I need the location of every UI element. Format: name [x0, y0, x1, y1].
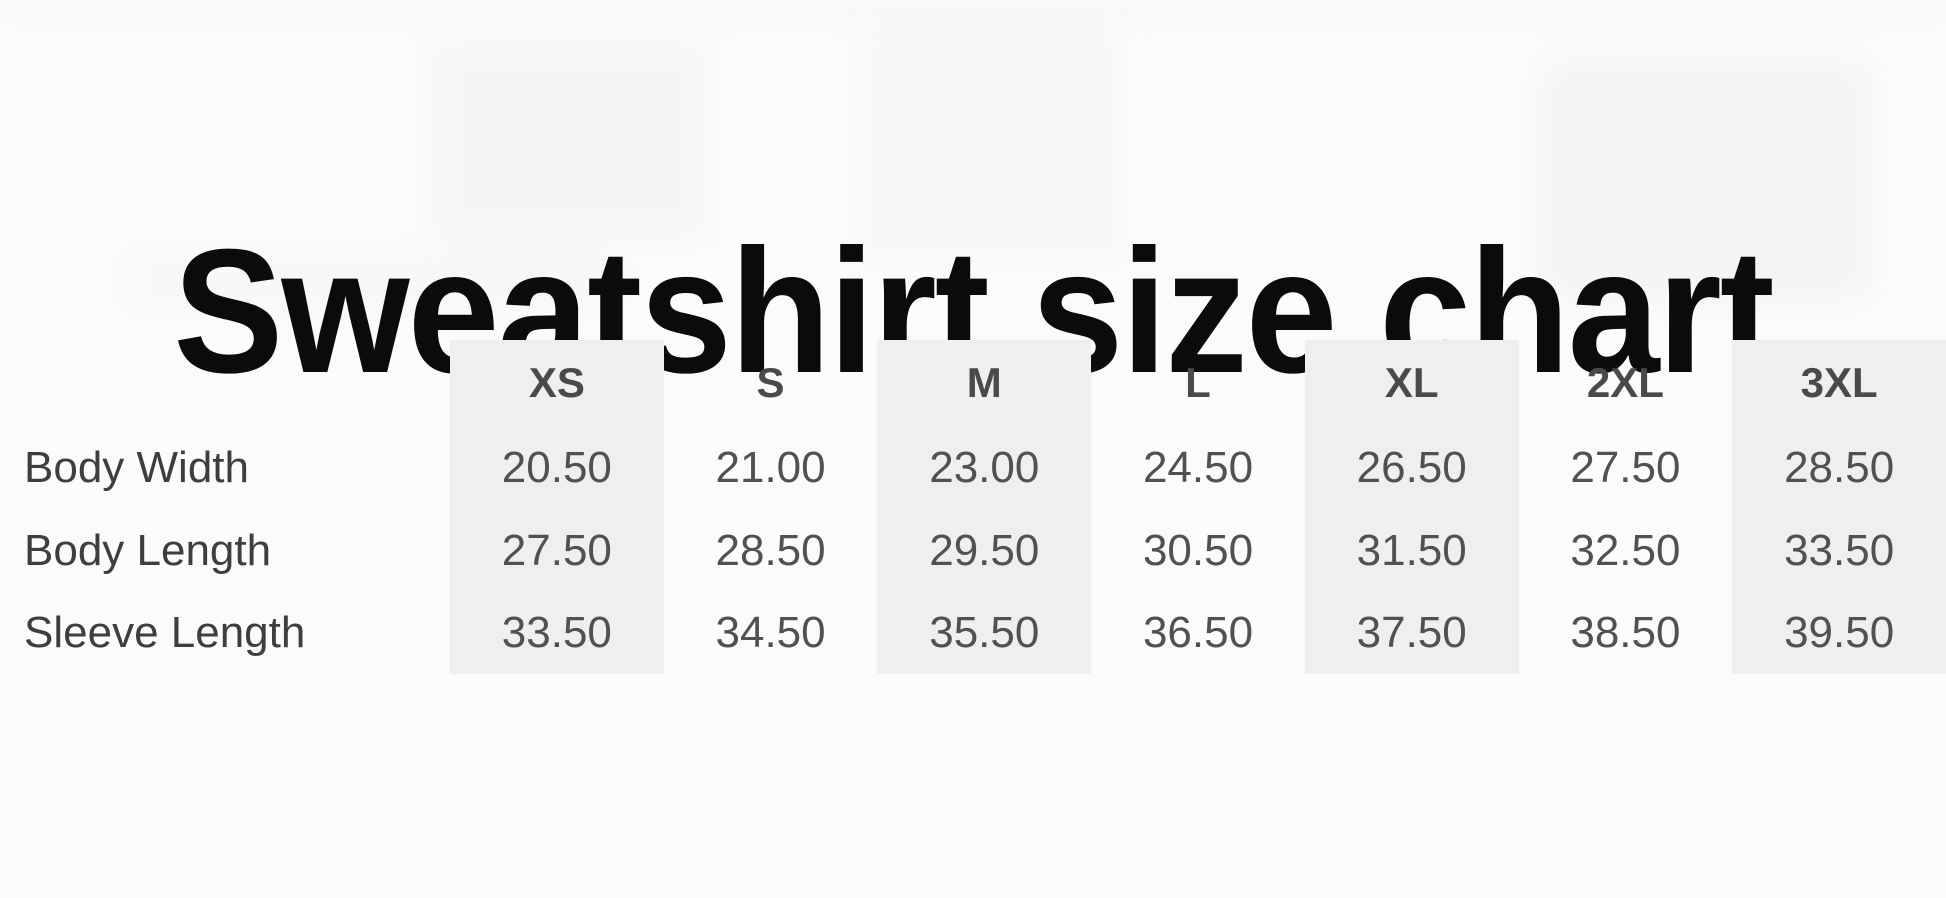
table-cell: 24.50 — [1142, 442, 1254, 492]
column-header-l: L — [1185, 359, 1211, 406]
table-cell: 39.50 — [1732, 592, 1946, 674]
column-header-m: M — [877, 340, 1092, 426]
table-cell: 20.50 — [450, 426, 664, 509]
table-cell: 35.50 — [877, 592, 1092, 674]
table-cell: 37.50 — [1304, 592, 1519, 674]
row-label-body-length: Body Length — [24, 525, 272, 575]
table-cell: 33.50 — [450, 592, 664, 674]
table-cell: 30.50 — [1142, 525, 1254, 575]
table-cell: 36.50 — [1142, 608, 1254, 657]
table-cell: 32.50 — [1570, 525, 1681, 575]
column-header-xs: XS — [450, 340, 664, 426]
table-cell: 28.50 — [715, 525, 826, 575]
column-header-s: S — [756, 359, 785, 406]
table-cell: 27.50 — [450, 509, 664, 592]
table-cell: 38.50 — [1570, 608, 1681, 657]
column-header-3xl: 3XL — [1732, 340, 1946, 426]
table-cell: 29.50 — [877, 509, 1092, 592]
background-blur-artifact — [0, 0, 1946, 10]
row-label-sleeve-length: Sleeve Length — [24, 608, 306, 657]
column-header-2xl: 2XL — [1586, 359, 1664, 406]
row-label-body-width: Body Width — [24, 442, 249, 492]
table-cell: 33.50 — [1732, 509, 1946, 592]
size-chart-table: XS S M L XL 2XL 3XL Body Width 20.50 21.… — [0, 340, 1946, 674]
table-cell: 27.50 — [1570, 442, 1681, 492]
table-cell: 26.50 — [1304, 426, 1519, 509]
table-cell: 23.00 — [877, 426, 1092, 509]
table-corner-cell — [0, 340, 450, 426]
table-cell: 21.00 — [715, 442, 826, 492]
table-cell: 34.50 — [715, 608, 826, 657]
table-cell: 28.50 — [1732, 426, 1946, 509]
table-cell: 31.50 — [1304, 509, 1519, 592]
column-header-xl: XL — [1304, 340, 1519, 426]
